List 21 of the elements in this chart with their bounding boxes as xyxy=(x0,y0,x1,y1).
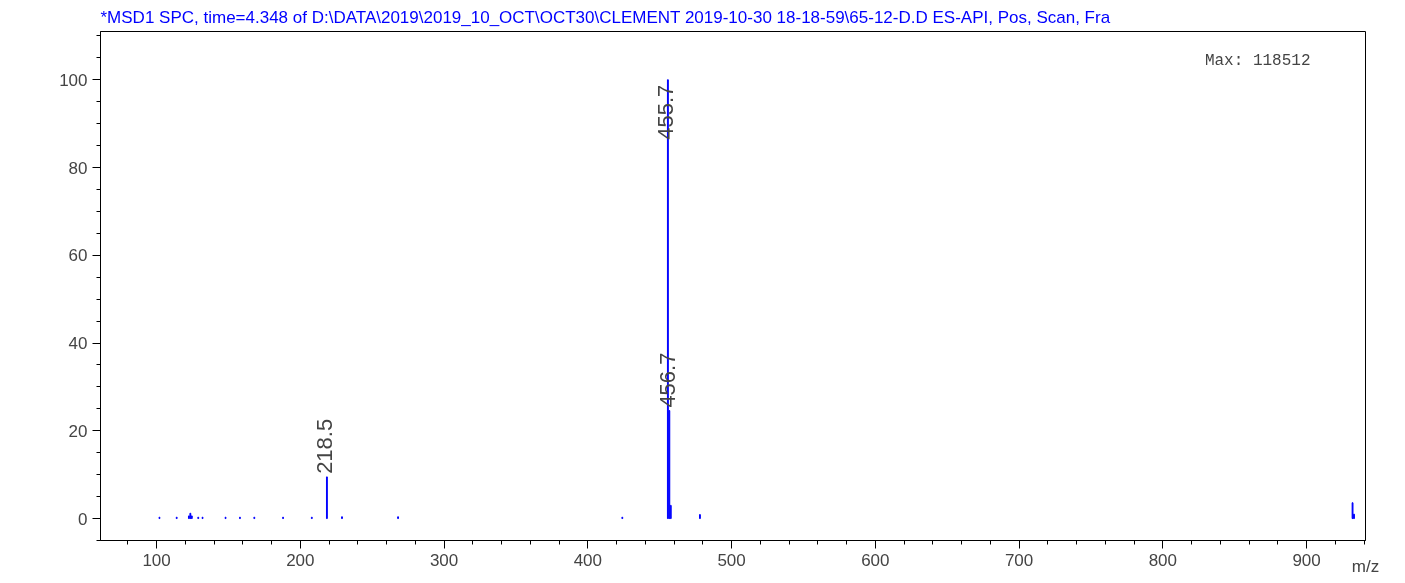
x-tick-label: 900 xyxy=(1292,550,1321,570)
x-tick-label: 300 xyxy=(429,550,459,570)
annotation: 455.7 xyxy=(653,84,679,140)
x-tick-label: 400 xyxy=(573,550,603,570)
y-tick-label: 20 xyxy=(68,421,88,441)
x-tick-label: 500 xyxy=(717,550,746,570)
x-tick-label: 200 xyxy=(286,550,315,570)
y-tick-label: 40 xyxy=(68,334,88,354)
y-tick-label: 0 xyxy=(78,509,88,529)
annotation: Max: 118512 xyxy=(1204,51,1311,70)
y-tick-label: 60 xyxy=(68,246,88,266)
y-tick-label: 80 xyxy=(68,158,88,178)
x-axis-title: m/z xyxy=(1351,556,1380,576)
x-tick-label: 100 xyxy=(142,550,171,570)
y-tick-label: 100 xyxy=(59,70,88,90)
annotation: 456.7 xyxy=(654,352,680,408)
x-tick-label: 700 xyxy=(1004,550,1034,570)
annotation: 218.5 xyxy=(312,418,338,474)
x-tick-label: 800 xyxy=(1148,550,1178,570)
chart-title: *MSD1 SPC, time=4.348 of D:\DATA\2019\2019_10_OCT\OCT30\CLEMENT 2019-10-30 18-18-59\65-12-D.D ES-API, Pos, Scan, Fra xyxy=(100,7,1111,27)
x-tick-label: 600 xyxy=(861,550,890,570)
